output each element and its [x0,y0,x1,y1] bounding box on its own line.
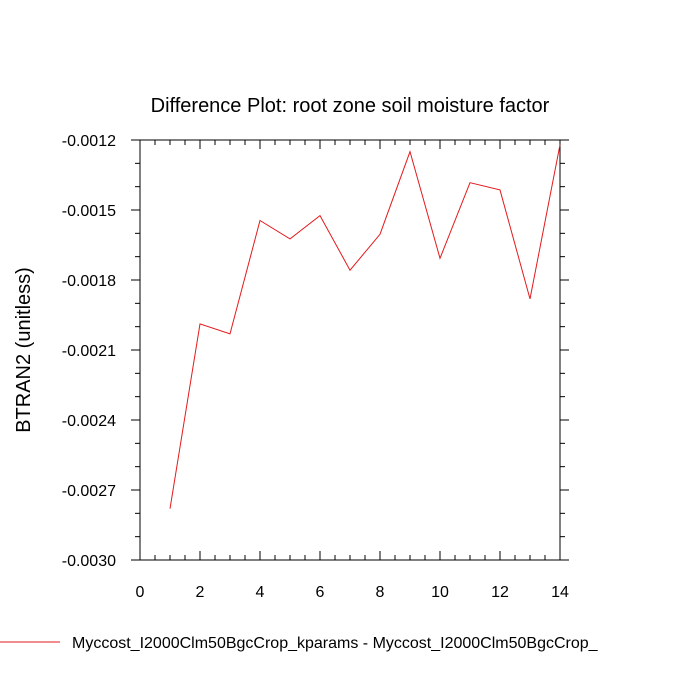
series-layer [169,144,561,509]
x-tick-label: 2 [196,584,205,601]
y-tick-label: -0.0018 [62,273,116,290]
y-tick-label: -0.0015 [62,203,116,220]
y-tick-label: -0.0027 [62,483,116,500]
legend: Myccost_I2000Clm50BgcCrop_kparams - Mycc… [0,635,599,652]
y-tick-label: -0.0021 [62,343,116,360]
x-tick-label: 4 [256,584,265,601]
y-axis-label: BTRAN2 (unitless) [13,267,35,433]
plot-frame [139,139,561,561]
axis-ticks [131,139,569,561]
x-tick-label: 12 [491,584,509,601]
chart-title: Difference Plot: root zone soil moisture… [151,95,550,117]
y-tick-labels: -0.0030 -0.0027 -0.0024 -0.0021 -0.0018 -0.00… [62,133,116,570]
y-tick-label: -0.0012 [62,133,116,150]
x-tick-label: 8 [376,584,385,601]
y-tick-label: -0.0030 [62,553,116,570]
y-tick-label: -0.0024 [62,413,116,430]
legend-label: Myccost_I2000Clm50BgcCrop_kparams - Mycc… [72,635,599,652]
x-tick-label: 6 [316,584,325,601]
x-tick-label: 0 [136,584,145,601]
x-tick-label: 14 [551,584,569,601]
x-tick-labels: 0 2 4 6 8 10 12 14 [136,584,569,601]
series-line-0 [169,144,561,509]
x-tick-label: 10 [431,584,449,601]
